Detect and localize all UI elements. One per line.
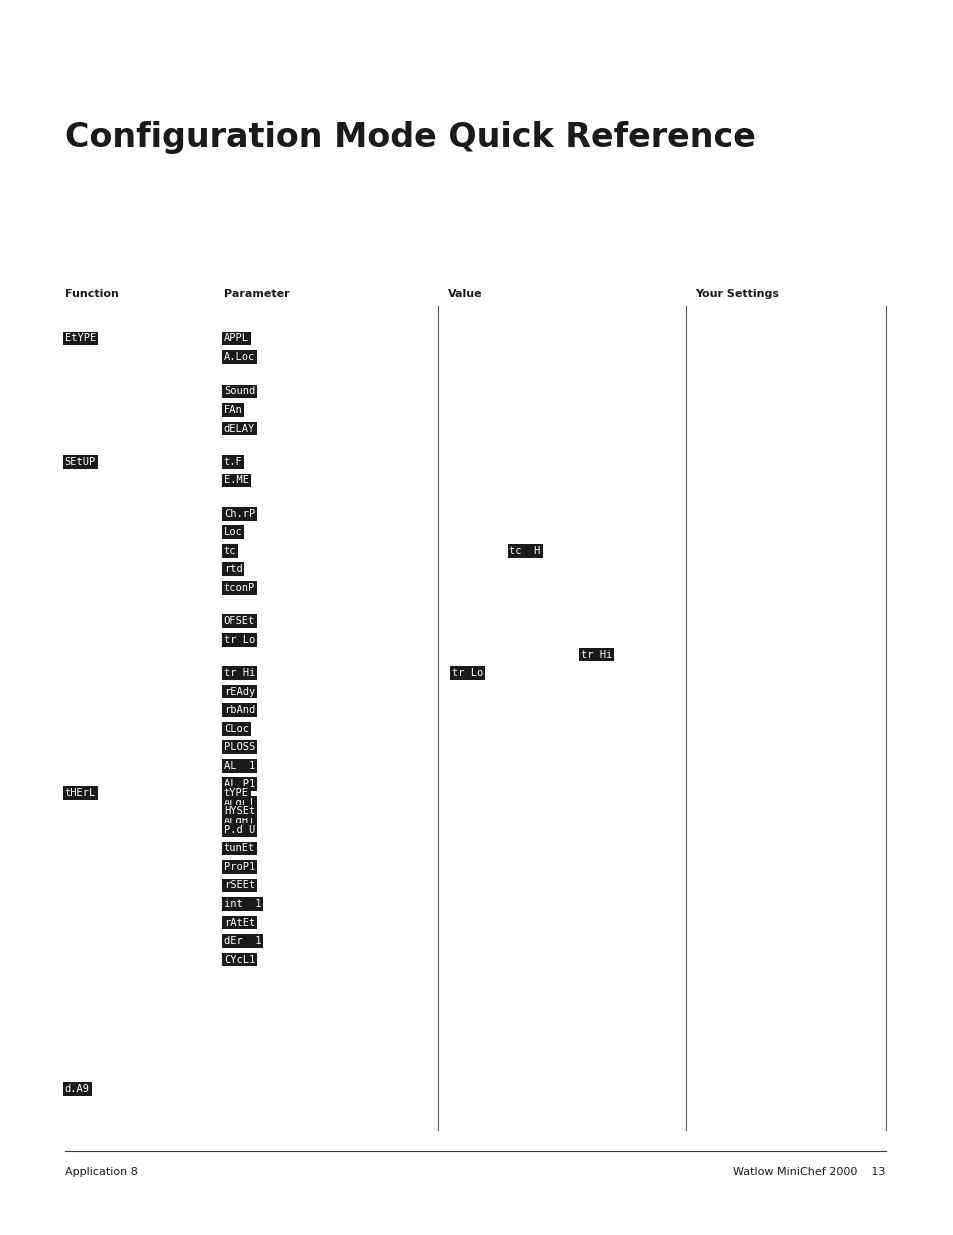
Text: tunEt: tunEt	[224, 844, 254, 853]
Text: Ch.rP: Ch.rP	[224, 509, 254, 519]
Text: AL  1: AL 1	[224, 761, 254, 771]
Text: t.F: t.F	[224, 457, 242, 467]
Text: P.d U: P.d U	[224, 825, 254, 835]
Text: tc: tc	[224, 546, 236, 556]
Text: tYPE: tYPE	[224, 788, 249, 798]
Text: Application 8: Application 8	[65, 1167, 137, 1177]
Text: Function: Function	[65, 289, 118, 299]
Text: tr Hi: tr Hi	[580, 650, 612, 659]
Text: FAn: FAn	[224, 405, 242, 415]
Text: rtd: rtd	[224, 564, 242, 574]
Text: tconP: tconP	[224, 583, 254, 593]
Text: ALdL1: ALdL1	[224, 798, 254, 808]
Text: tr Lo: tr Lo	[224, 635, 254, 645]
Text: rSEEt: rSEEt	[224, 881, 254, 890]
Text: OFSEt: OFSEt	[224, 616, 254, 626]
Text: Sound: Sound	[224, 387, 254, 396]
Text: APPL: APPL	[224, 333, 249, 343]
Text: rbAnd: rbAnd	[224, 705, 254, 715]
Text: dEr  1: dEr 1	[224, 936, 261, 946]
Text: PLOSS: PLOSS	[224, 742, 254, 752]
Text: HYSEt: HYSEt	[224, 806, 254, 816]
Text: Value: Value	[447, 289, 481, 299]
Text: tHErL: tHErL	[65, 788, 96, 798]
Text: int  1: int 1	[224, 899, 261, 909]
Text: Watlow MiniChef 2000    13: Watlow MiniChef 2000 13	[733, 1167, 884, 1177]
Text: CYcL1: CYcL1	[224, 955, 254, 965]
Text: A.Loc: A.Loc	[224, 352, 254, 362]
Text: ALdH1: ALdH1	[224, 816, 254, 826]
Text: EtYPE: EtYPE	[65, 333, 96, 343]
Text: ProP1: ProP1	[224, 862, 254, 872]
Text: AL P1: AL P1	[224, 779, 254, 789]
Text: CLoc: CLoc	[224, 724, 249, 734]
Text: rAtEt: rAtEt	[224, 918, 254, 927]
Text: dELAY: dELAY	[224, 424, 254, 433]
Text: rEAdy: rEAdy	[224, 687, 254, 697]
Text: d.A9: d.A9	[65, 1084, 90, 1094]
Text: Configuration Mode Quick Reference: Configuration Mode Quick Reference	[65, 121, 755, 154]
Text: tr Hi: tr Hi	[224, 668, 254, 678]
Text: SEtUP: SEtUP	[65, 457, 96, 467]
Text: Your Settings: Your Settings	[695, 289, 779, 299]
Text: Loc: Loc	[224, 527, 242, 537]
Text: tc  H: tc H	[509, 546, 540, 556]
Text: Parameter: Parameter	[224, 289, 289, 299]
Text: tr Lo: tr Lo	[452, 668, 483, 678]
Text: E.ME: E.ME	[224, 475, 249, 485]
